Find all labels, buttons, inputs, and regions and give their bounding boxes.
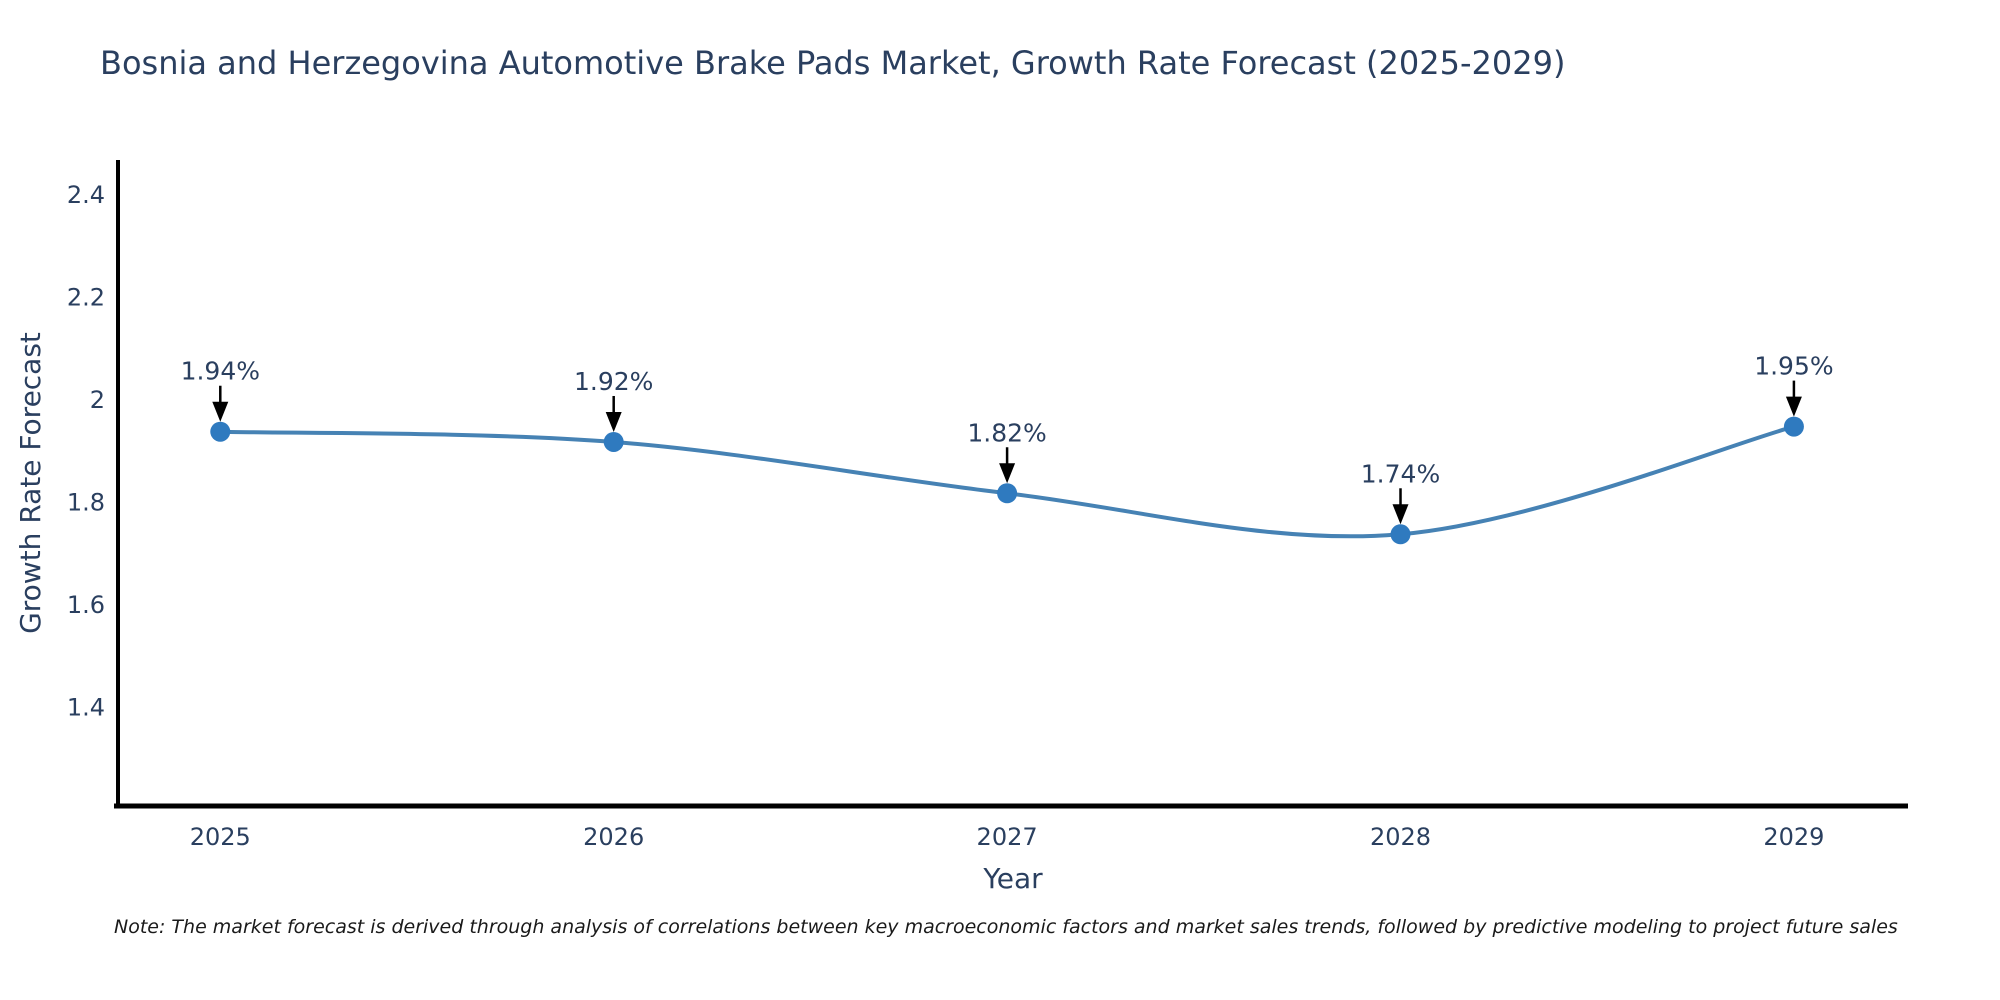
point-label: 1.95%	[1754, 352, 1833, 381]
y-tick-label: 2.2	[67, 283, 105, 311]
y-tick-label: 1.8	[67, 489, 105, 517]
annotation-arrowhead	[1392, 504, 1409, 525]
annotation-arrowhead	[1785, 396, 1802, 417]
x-tick-label: 2028	[1370, 823, 1431, 851]
footnote: Note: The market forecast is derived thr…	[114, 916, 1898, 938]
data-point-2028	[1390, 524, 1411, 545]
data-point-2027	[997, 483, 1018, 504]
x-tick-label: 2025	[190, 823, 251, 851]
point-label: 1.94%	[181, 357, 260, 386]
point-label: 1.92%	[574, 367, 653, 396]
y-tick-label: 2.4	[67, 181, 105, 209]
y-axis-tick-labels: 2.4 2.2 2 1.8 1.6 1.4	[67, 181, 105, 722]
data-point-2025	[210, 421, 231, 442]
chart-title: Bosnia and Herzegovina Automotive Brake …	[100, 44, 1566, 82]
point-label: 1.74%	[1361, 459, 1440, 488]
x-tick-label: 2029	[1763, 823, 1824, 851]
y-tick-label: 1.6	[67, 591, 105, 619]
annotation-arrowhead	[212, 401, 229, 422]
x-axis-title: Year	[982, 862, 1043, 895]
annotation-arrowhead	[605, 411, 622, 432]
point-annotations: 1.94% 1.92% 1.82% 1.74% 1.95%	[181, 352, 1834, 525]
y-tick-label: 1.4	[67, 694, 105, 722]
y-axis-title: Growth Rate Forecast	[14, 332, 47, 634]
x-tick-label: 2026	[583, 823, 644, 851]
y-tick-label: 2	[90, 386, 105, 414]
data-point-2029	[1783, 416, 1804, 437]
series-growth-rate	[210, 416, 1804, 545]
x-tick-label: 2027	[977, 823, 1038, 851]
data-point-2026	[603, 431, 624, 452]
annotation-arrowhead	[999, 463, 1016, 484]
point-label: 1.82%	[967, 418, 1046, 447]
x-axis-tick-labels: 2025 2026 2027 2028 2029	[190, 823, 1825, 851]
